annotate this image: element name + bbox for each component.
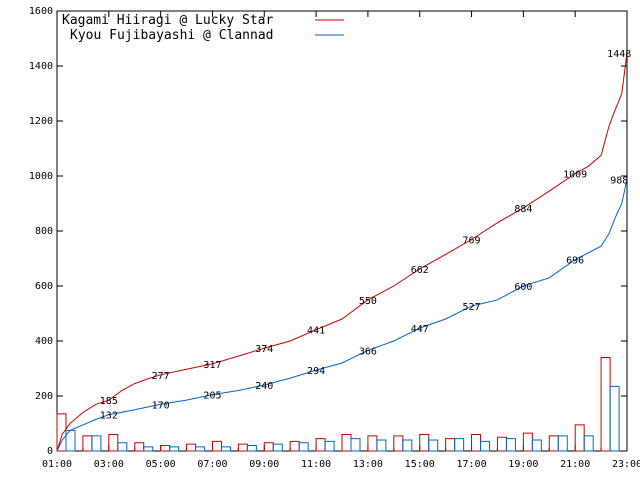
data-label: 527 [463, 302, 481, 313]
bar-series-1 [341, 434, 352, 452]
data-label: 240 [255, 381, 273, 392]
x-axis: 01:00 03:00 05:00 07:00 09:00 11:00 13:00 15:00… [42, 11, 640, 470]
data-label: 205 [203, 391, 221, 402]
bar-series-1 [471, 434, 482, 452]
bar-series-2 [143, 446, 154, 452]
y-tick-label: 1400 [29, 61, 53, 72]
bar-series-1 [496, 436, 507, 452]
series-line-2 [56, 179, 628, 452]
plot-frame [56, 10, 628, 452]
bar-series-1 [108, 434, 119, 452]
data-label: 132 [100, 411, 118, 422]
bar-series-1 [522, 432, 533, 452]
bar-series-1 [289, 440, 300, 452]
bar-series-2 [298, 442, 309, 452]
y-tick-label: 400 [35, 336, 53, 347]
bar-series-1 [211, 440, 222, 452]
data-label: 1009 [563, 170, 587, 181]
x-tick-label: 17:00 [456, 459, 486, 470]
data-label: 988 [610, 175, 628, 186]
bar-series-2 [246, 445, 257, 452]
x-tick-label: 09:00 [249, 459, 279, 470]
hourly-bars [56, 357, 620, 452]
y-tick-label: 1600 [29, 6, 53, 17]
bar-series-1 [82, 435, 93, 452]
bar-series-2 [557, 435, 568, 452]
bar-series-2 [220, 446, 231, 452]
y-tick-label: 0 [47, 446, 53, 457]
bar-series-1 [237, 443, 248, 452]
legend: Kagami Hiiragi @ Lucky Star Kyou Fujibay… [62, 13, 344, 43]
bar-series-1 [263, 442, 274, 452]
bar-series-2 [505, 438, 516, 452]
bar-series-1 [134, 442, 145, 452]
data-label: 366 [359, 346, 377, 357]
x-tick-label: 13:00 [353, 459, 383, 470]
data-label: 170 [152, 400, 170, 411]
bar-series-1 [419, 434, 430, 452]
data-label: 550 [359, 296, 377, 307]
x-tick-label: 23:00 [612, 459, 640, 470]
x-tick-label: 07:00 [197, 459, 227, 470]
data-label: 277 [152, 371, 170, 382]
bar-series-2 [428, 439, 439, 452]
y-tick-label: 800 [35, 226, 53, 237]
bar-series-2 [324, 440, 335, 452]
bar-series-2 [531, 439, 542, 452]
bar-series-2 [91, 435, 102, 452]
bar-series-2 [402, 439, 413, 452]
series-lines [56, 52, 628, 452]
x-tick-label: 19:00 [508, 459, 538, 470]
bar-series-1 [574, 424, 585, 452]
bar-series-2 [480, 440, 491, 452]
bar-series-2 [350, 438, 361, 452]
data-label: 185 [100, 396, 118, 407]
x-tick-label: 15:00 [405, 459, 435, 470]
bar-series-1 [160, 445, 171, 452]
data-label: 317 [203, 360, 221, 371]
data-label: 441 [307, 326, 325, 337]
bar-series-1 [600, 357, 611, 452]
bar-series-1 [367, 435, 378, 452]
x-tick-label: 21:00 [560, 459, 590, 470]
y-tick-label: 1200 [29, 116, 53, 127]
data-label: 294 [307, 366, 325, 377]
bar-series-2 [117, 442, 128, 452]
bar-series-2 [272, 443, 283, 452]
y-tick-label: 1000 [29, 171, 53, 182]
y-tick-label: 200 [35, 391, 53, 402]
bar-series-2 [195, 446, 206, 452]
bar-series-2 [609, 385, 620, 452]
data-label: 696 [566, 256, 584, 267]
data-label: 884 [514, 204, 532, 215]
data-label: 769 [463, 236, 481, 247]
bar-series-1 [186, 443, 197, 452]
data-label: 662 [411, 265, 429, 276]
bar-series-1 [393, 435, 404, 452]
x-tick-label: 05:00 [146, 459, 176, 470]
x-tick-label: 11:00 [301, 459, 331, 470]
bar-series-1 [548, 435, 559, 452]
y-axis: 0 200 400 600 800 1000 1200 1400 1600 [29, 6, 627, 457]
x-tick-label: 03:00 [94, 459, 124, 470]
bar-series-2 [169, 446, 180, 452]
data-label: 447 [411, 324, 429, 335]
bar-series-2 [583, 435, 594, 452]
legend-label-series-2: Kyou Fujibayashi @ Clannad [70, 28, 274, 43]
data-label: 1448 [607, 49, 631, 60]
bar-series-2 [376, 439, 387, 452]
x-tick-label: 01:00 [42, 459, 72, 470]
bar-series-2 [454, 438, 465, 452]
data-label: 374 [255, 344, 273, 355]
bar-series-1 [445, 438, 456, 452]
series-line-1 [56, 52, 628, 452]
legend-label-series-1: Kagami Hiiragi @ Lucky Star [62, 13, 273, 28]
data-label: 600 [514, 282, 532, 293]
data-labels: 185 277 317 374 441 550 662 769 884 1009 1448 132 17… [100, 49, 631, 422]
y-tick-label: 600 [35, 281, 53, 292]
bar-series-1 [315, 438, 326, 452]
